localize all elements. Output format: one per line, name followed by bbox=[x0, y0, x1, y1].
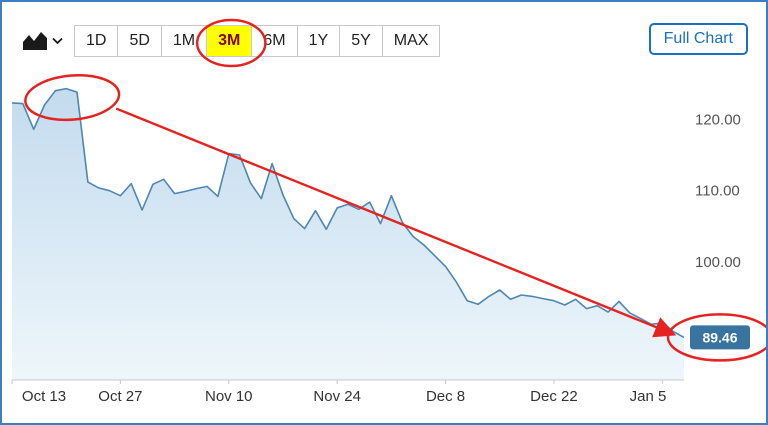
x-tick-label: Oct 27 bbox=[98, 388, 142, 405]
y-axis: 120.00 110.00 100.00 bbox=[695, 111, 741, 271]
x-tick-label: Nov 10 bbox=[205, 388, 253, 405]
range-button-1d[interactable]: 1D bbox=[74, 25, 119, 57]
chart-type-selector[interactable] bbox=[22, 31, 63, 51]
area-fill[interactable] bbox=[12, 88, 684, 380]
x-tick-label: Nov 24 bbox=[313, 388, 361, 405]
range-button-6m[interactable]: 6M bbox=[251, 25, 298, 57]
chart-toolbar: 1D 5D 1M 3M 6M 1Y 5Y MAX Full Chart bbox=[22, 23, 748, 58]
range-button-5y[interactable]: 5Y bbox=[339, 25, 383, 57]
x-tick-label: Jan 5 bbox=[630, 388, 667, 405]
x-tick-label: Dec 8 bbox=[426, 388, 465, 405]
last-price-badge: 89.46 bbox=[690, 325, 750, 350]
range-button-1y[interactable]: 1Y bbox=[296, 25, 341, 57]
range-button-max[interactable]: MAX bbox=[381, 25, 441, 57]
price-badge-rect bbox=[690, 325, 750, 350]
price-badge-value: 89.46 bbox=[702, 329, 737, 345]
x-tick-label: Dec 22 bbox=[530, 388, 578, 405]
y-tick-label: 110.00 bbox=[695, 183, 740, 200]
area-chart-icon bbox=[23, 32, 47, 50]
chevron-down-icon bbox=[52, 37, 63, 45]
range-button-5d[interactable]: 5D bbox=[117, 25, 162, 57]
x-tick-label: Oct 13 bbox=[22, 388, 66, 405]
y-tick-label: 120.00 bbox=[695, 111, 741, 128]
x-axis: Oct 13 Oct 27 Nov 10 Nov 24 Dec 8 Dec 22 Jan 5 bbox=[11, 379, 684, 405]
range-buttons: 1D 5D 1M 3M 6M 1Y 5Y MAX bbox=[74, 25, 441, 57]
range-button-1m[interactable]: 1M bbox=[160, 25, 208, 57]
range-button-3m[interactable]: 3M bbox=[206, 25, 253, 57]
price-series[interactable] bbox=[11, 87, 685, 380]
full-chart-button[interactable]: Full Chart bbox=[648, 23, 748, 55]
y-tick-label: 100.00 bbox=[695, 254, 741, 271]
